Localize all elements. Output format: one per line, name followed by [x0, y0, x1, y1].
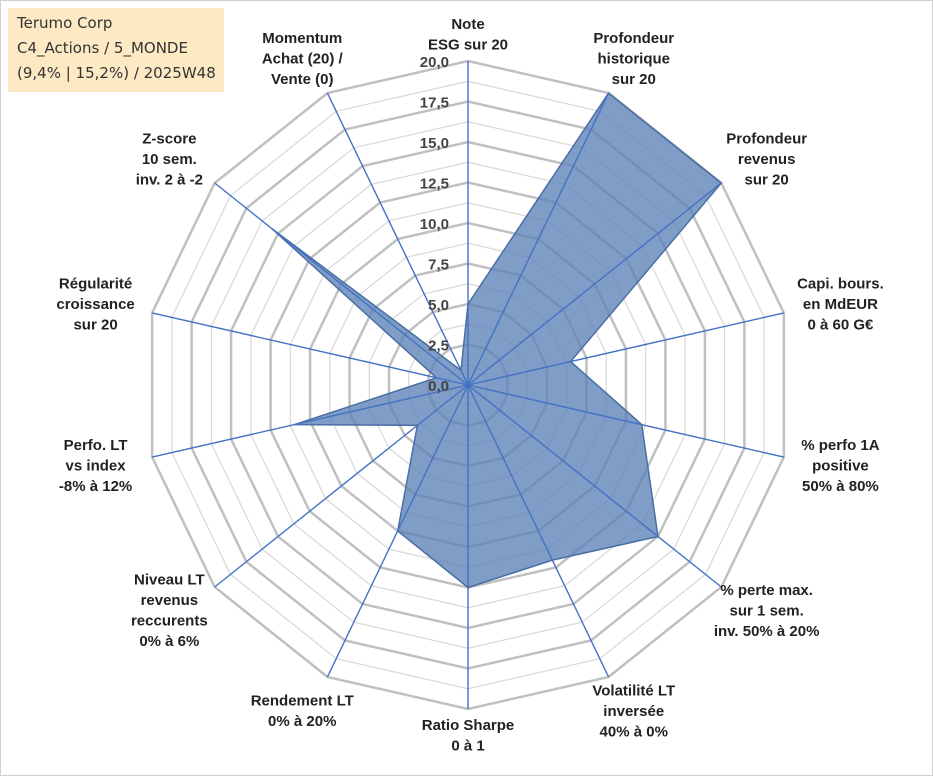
- axis-label-line: inv. 2 à -2: [136, 172, 203, 189]
- axis-spoke: [151, 384, 469, 458]
- tick-label: 12,5: [420, 176, 449, 193]
- axis-label: Régularité croissance sur 20: [56, 276, 134, 334]
- axis-label: % perfo 1A positive 50% à 80%: [801, 437, 880, 495]
- axis-label: Note ESG sur 20: [428, 16, 508, 54]
- axis-label: Z-score 10 sem. inv. 2 à -2: [136, 131, 203, 189]
- axis-label-line: Z-score: [142, 131, 196, 148]
- axis-label-line: sur 20: [745, 172, 789, 189]
- axis-spoke: [467, 312, 785, 386]
- axis-label-line: Perfo. LT: [64, 437, 128, 454]
- axis-label-line: Capi. bours.: [797, 276, 884, 293]
- axis-label: Volatilité LT inversée 40% à 0%: [592, 682, 675, 740]
- axis-label-line: croissance: [56, 296, 134, 313]
- axis-label-line: Achat (20) /: [262, 51, 344, 68]
- info-box: Terumo Corp C4_Actions / 5_MONDE (9,4% |…: [8, 8, 224, 92]
- axis-label-line: inversée: [603, 703, 664, 720]
- axis-spoke: [326, 92, 469, 386]
- axis-label-line: Régularité: [59, 276, 132, 293]
- tick-label: 5,0: [428, 297, 449, 314]
- axis-label-line: % perfo 1A: [801, 437, 880, 454]
- tick-label: 10,0: [420, 216, 449, 233]
- tick-label: 15,0: [420, 135, 449, 152]
- axis-label: Ratio Sharpe 0 à 1: [422, 717, 515, 755]
- axis-label-line: Volatilité LT: [592, 682, 675, 699]
- tick-label: 0,0: [428, 378, 449, 395]
- axis-spoke: [467, 384, 785, 458]
- axis-label-line: -8% à 12%: [59, 478, 132, 495]
- axis-label-line: revenus: [141, 592, 199, 609]
- axis-spoke: [467, 384, 722, 588]
- axis-label-line: vs index: [66, 457, 127, 474]
- tick-label: 17,5: [420, 95, 449, 112]
- axis-label: Profondeur historique sur 20: [593, 30, 674, 88]
- axis-spoke: [467, 92, 610, 386]
- axis-label-line: 50% à 80%: [802, 478, 879, 495]
- axis-label-line: Ratio Sharpe: [422, 717, 515, 734]
- axis-label-line: sur 20: [612, 71, 656, 88]
- axis-label-line: historique: [597, 51, 670, 68]
- axis-label-line: Profondeur: [593, 30, 674, 47]
- axis-spoke: [326, 384, 469, 678]
- axis-label-line: 0 à 60 G€: [807, 317, 874, 334]
- axis-label-line: % perte max.: [720, 582, 813, 599]
- axis-label-line: 0 à 1: [451, 738, 484, 755]
- axis-label-line: Momentum: [262, 30, 342, 47]
- axis-spoke: [151, 312, 469, 386]
- axis-label-line: reccurents: [131, 613, 208, 630]
- axis-label: Perfo. LT vs index -8% à 12%: [59, 437, 132, 495]
- tick-label: 20,0: [420, 54, 449, 71]
- axis-label-line: en MdEUR: [803, 296, 878, 313]
- axis-label-line: 0% à 6%: [139, 633, 199, 650]
- axis-spoke: [214, 384, 469, 588]
- axis-label: Capi. bours. en MdEUR 0 à 60 G€: [797, 276, 884, 334]
- data-area: [271, 91, 723, 589]
- info-company: Terumo Corp: [17, 14, 113, 32]
- axis-label-line: positive: [812, 457, 869, 474]
- axis-spoke: [467, 384, 610, 678]
- axis-label-line: 0% à 20%: [268, 713, 336, 730]
- info-period: (9,4% | 15,2%) / 2025W48: [17, 64, 216, 82]
- axis-label-line: Niveau LT: [134, 572, 205, 589]
- info-portfolio: C4_Actions / 5_MONDE: [17, 39, 188, 57]
- tick-label: 7,5: [428, 257, 449, 274]
- axis-label-line: Rendement LT: [251, 693, 354, 710]
- axis-label-line: inv. 50% à 20%: [714, 623, 820, 640]
- axis-label-line: Profondeur: [726, 131, 807, 148]
- axis-label-line: ESG sur 20: [428, 37, 508, 54]
- axis-label-line: 40% à 0%: [600, 723, 668, 740]
- axis-label-line: sur 20: [73, 317, 117, 334]
- axis-label-line: revenus: [738, 151, 796, 168]
- tick-label: 2,5: [428, 338, 449, 355]
- axis-spoke: [467, 182, 722, 386]
- axis-label: Momentum Achat (20) / Vente (0): [262, 30, 344, 88]
- axis-label: Niveau LT revenus reccurents 0% à 6%: [131, 572, 208, 651]
- axis-label-line: sur 1 sem.: [730, 602, 804, 619]
- axis-label: % perte max. sur 1 sem. inv. 50% à 20%: [714, 582, 820, 640]
- axis-label-line: Vente (0): [271, 71, 334, 88]
- axis-spoke: [214, 182, 469, 386]
- axis-label-line: Note: [451, 16, 484, 33]
- axis-label: Profondeur revenus sur 20: [726, 131, 807, 189]
- axis-label-line: 10 sem.: [142, 151, 197, 168]
- axis-label: Rendement LT 0% à 20%: [251, 693, 354, 731]
